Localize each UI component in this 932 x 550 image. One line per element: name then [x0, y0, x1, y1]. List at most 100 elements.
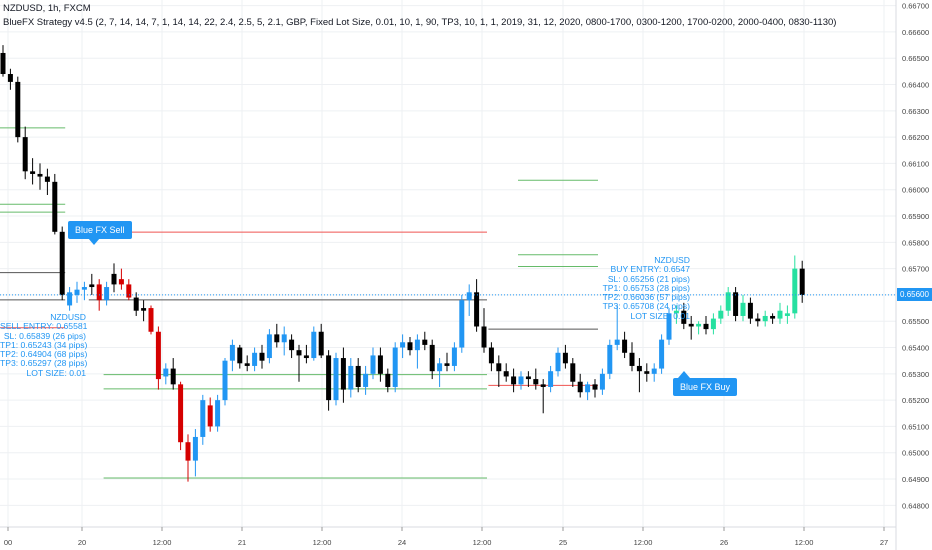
price-tick-label: 0.64800	[902, 501, 929, 510]
candle-body	[570, 363, 576, 382]
buy-info-line: SL: 0.65256 (21 pips)	[607, 273, 690, 284]
candle-body	[792, 268, 798, 314]
candle-body	[429, 344, 435, 372]
candle-body	[348, 365, 354, 390]
candle-body	[333, 358, 339, 401]
price-tick-label: 0.65300	[902, 370, 929, 379]
sell-signal-tag[interactable]: Blue FX Sell	[68, 221, 132, 239]
price-tick-label: 0.66000	[902, 186, 929, 195]
candle-body	[163, 368, 169, 377]
candle-body	[326, 355, 332, 401]
candle-body	[437, 363, 443, 372]
buy-info-line: TP3: 0.65708 (24 pips)	[602, 301, 690, 312]
candle-body	[666, 313, 672, 340]
candle-body	[155, 331, 161, 380]
candle-body	[170, 368, 176, 385]
candle-body	[703, 323, 709, 330]
candle-body	[96, 284, 102, 301]
price-tick-label: 0.66200	[902, 133, 929, 142]
candle-body	[355, 365, 361, 387]
candle-body	[659, 339, 665, 369]
candle-body	[770, 315, 776, 319]
candle-body	[525, 376, 531, 380]
buy-signal-tag[interactable]: Blue FX Buy	[673, 378, 738, 396]
candle-body	[755, 318, 761, 322]
candle-body	[118, 279, 124, 285]
candle-body	[644, 371, 650, 374]
candle-body	[229, 344, 235, 361]
buy-info-line: TP2: 0.66036 (57 pips)	[602, 292, 690, 303]
sell-info-line: LOT SIZE: 0.01	[26, 367, 86, 378]
strategy-legend[interactable]: BlueFX Strategy v4.5 (2, 7, 14, 14, 7, 1…	[3, 17, 837, 28]
candle-body	[89, 284, 95, 288]
candle-body	[266, 334, 272, 359]
candle-body	[511, 376, 517, 385]
candle-body	[318, 331, 324, 356]
price-tick-label: 0.66300	[902, 107, 929, 116]
price-tick-label: 0.65700	[902, 265, 929, 274]
candle-body	[733, 292, 739, 316]
candle-body	[718, 310, 724, 319]
candle-body	[622, 339, 628, 353]
price-tick-label: 0.65000	[902, 449, 929, 458]
time-axis[interactable]: 00 20 12:00 21 12:00 24 12:00 25 12:00 26 12:00 27	[4, 527, 888, 547]
candle-body	[474, 292, 480, 327]
candle-body	[222, 360, 228, 401]
candle-body	[148, 308, 154, 332]
sell-info-line: TP1: 0.65243 (34 pips)	[0, 339, 88, 350]
candle-body	[30, 171, 36, 174]
price-tick-label: 0.65900	[902, 212, 929, 221]
time-tick-label: 12:00	[473, 538, 492, 547]
candle-body	[340, 358, 346, 390]
candle-body	[518, 376, 524, 385]
candle-body	[207, 405, 213, 427]
buy-info-box: NZDUSD BUY ENTRY: 0.6547 SL: 0.65256 (21…	[560, 255, 690, 321]
candle-body	[178, 384, 184, 443]
sell-info-line: TP2: 0.64904 (68 pips)	[0, 349, 88, 360]
candle-body	[7, 74, 13, 82]
candle-body	[400, 342, 406, 348]
candle-body	[562, 352, 568, 364]
candle-body	[296, 350, 302, 356]
price-axis[interactable]: 0.66700 0.66600 0.66500 0.66400 0.66300 0.662…	[902, 2, 929, 511]
candle-body	[281, 334, 287, 343]
candle-body	[725, 292, 731, 311]
candle-body	[289, 339, 295, 351]
candle-body	[422, 339, 428, 345]
candle-body	[496, 363, 502, 372]
sell-info-line: NZDUSD	[50, 312, 86, 322]
price-tick-label: 0.65200	[902, 396, 929, 405]
candle-body	[385, 373, 391, 387]
candle-body	[629, 352, 635, 366]
price-tick-label: 0.66700	[902, 2, 929, 11]
candle-body	[259, 352, 265, 361]
time-tick-label: 27	[880, 538, 888, 547]
candle-body	[651, 368, 657, 374]
candle-body	[237, 347, 243, 364]
candle-body	[392, 347, 398, 387]
candle-body	[688, 323, 694, 327]
candle-body	[274, 334, 280, 343]
candle-body	[81, 287, 87, 290]
candle-body	[459, 300, 465, 348]
candle-body	[488, 347, 494, 364]
candle-body	[74, 289, 80, 295]
candle-body	[784, 313, 790, 316]
candle-body	[252, 352, 258, 366]
candle-body	[44, 176, 50, 182]
price-tick-label: 0.66500	[902, 54, 929, 63]
sell-info-line: SL: 0.65839 (26 pips)	[3, 330, 86, 341]
candle-body	[141, 308, 147, 311]
candle-body	[192, 436, 198, 461]
candle-body	[599, 373, 605, 390]
buy-info-line: NZDUSD	[654, 255, 690, 265]
sell-info-box: NZDUSD SELL ENTRY: 0.65581 SL: 0.65839 (…	[0, 312, 88, 378]
candle-body	[577, 381, 583, 393]
candle-body	[244, 363, 250, 366]
candles	[0, 45, 805, 482]
candle-body	[548, 371, 554, 387]
buy-info-line: BUY ENTRY: 0.6547	[610, 264, 690, 275]
candle-body	[377, 355, 383, 374]
price-tick-label: 0.66600	[902, 28, 929, 37]
